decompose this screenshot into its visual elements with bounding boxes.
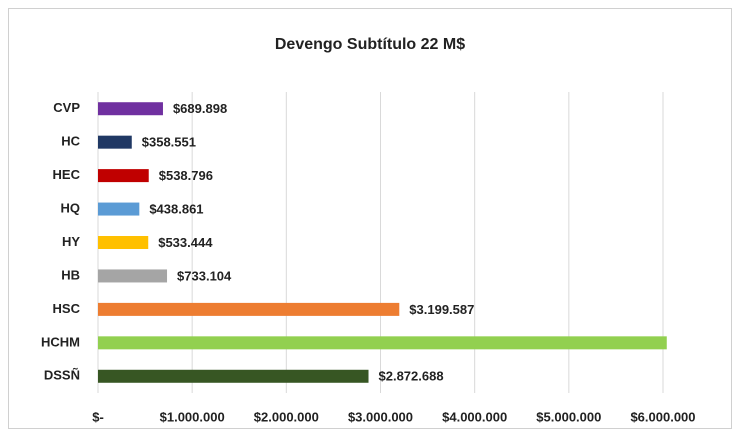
value-label: $3.199.587 [409,302,474,317]
value-label: $733.104 [177,268,232,283]
x-tick-label: $- [92,409,104,424]
y-tick-label: DSSÑ [44,368,80,383]
value-label: $689.898 [173,101,227,116]
x-tick-label: $5.000.000 [536,409,601,424]
y-tick-label: HCHM [41,334,80,349]
x-tick-label: $6.000.000 [630,409,695,424]
bar [98,336,667,350]
x-tick-label: $1.000.000 [160,409,225,424]
y-tick-label: HQ [61,200,81,215]
y-tick-label: HC [61,134,80,149]
bar [98,302,400,316]
chart-frame [8,8,732,429]
x-tick-label: $3.000.000 [348,409,413,424]
value-label: $533.444 [158,235,213,250]
bar [98,269,168,283]
bar [98,102,163,116]
chart-title: Devengo Subtítulo 22 M$ [275,36,465,53]
value-label: $358.551 [142,135,196,150]
y-tick-label: HY [62,234,80,249]
value-label: $538.796 [159,168,213,183]
bar [98,236,149,249]
y-tick-label: HB [61,267,80,282]
bar [98,169,149,183]
bar [98,202,140,216]
y-tick-label: HSC [53,301,81,316]
value-label: $2.872.688 [379,369,444,384]
x-tick-label: $2.000.000 [254,409,319,424]
bar [98,369,369,383]
value-label: $438.861 [149,201,203,216]
y-tick-label: CVP [53,100,80,115]
y-tick-label: HEC [53,167,81,182]
bar [98,135,132,149]
x-tick-label: $4.000.000 [442,409,507,424]
